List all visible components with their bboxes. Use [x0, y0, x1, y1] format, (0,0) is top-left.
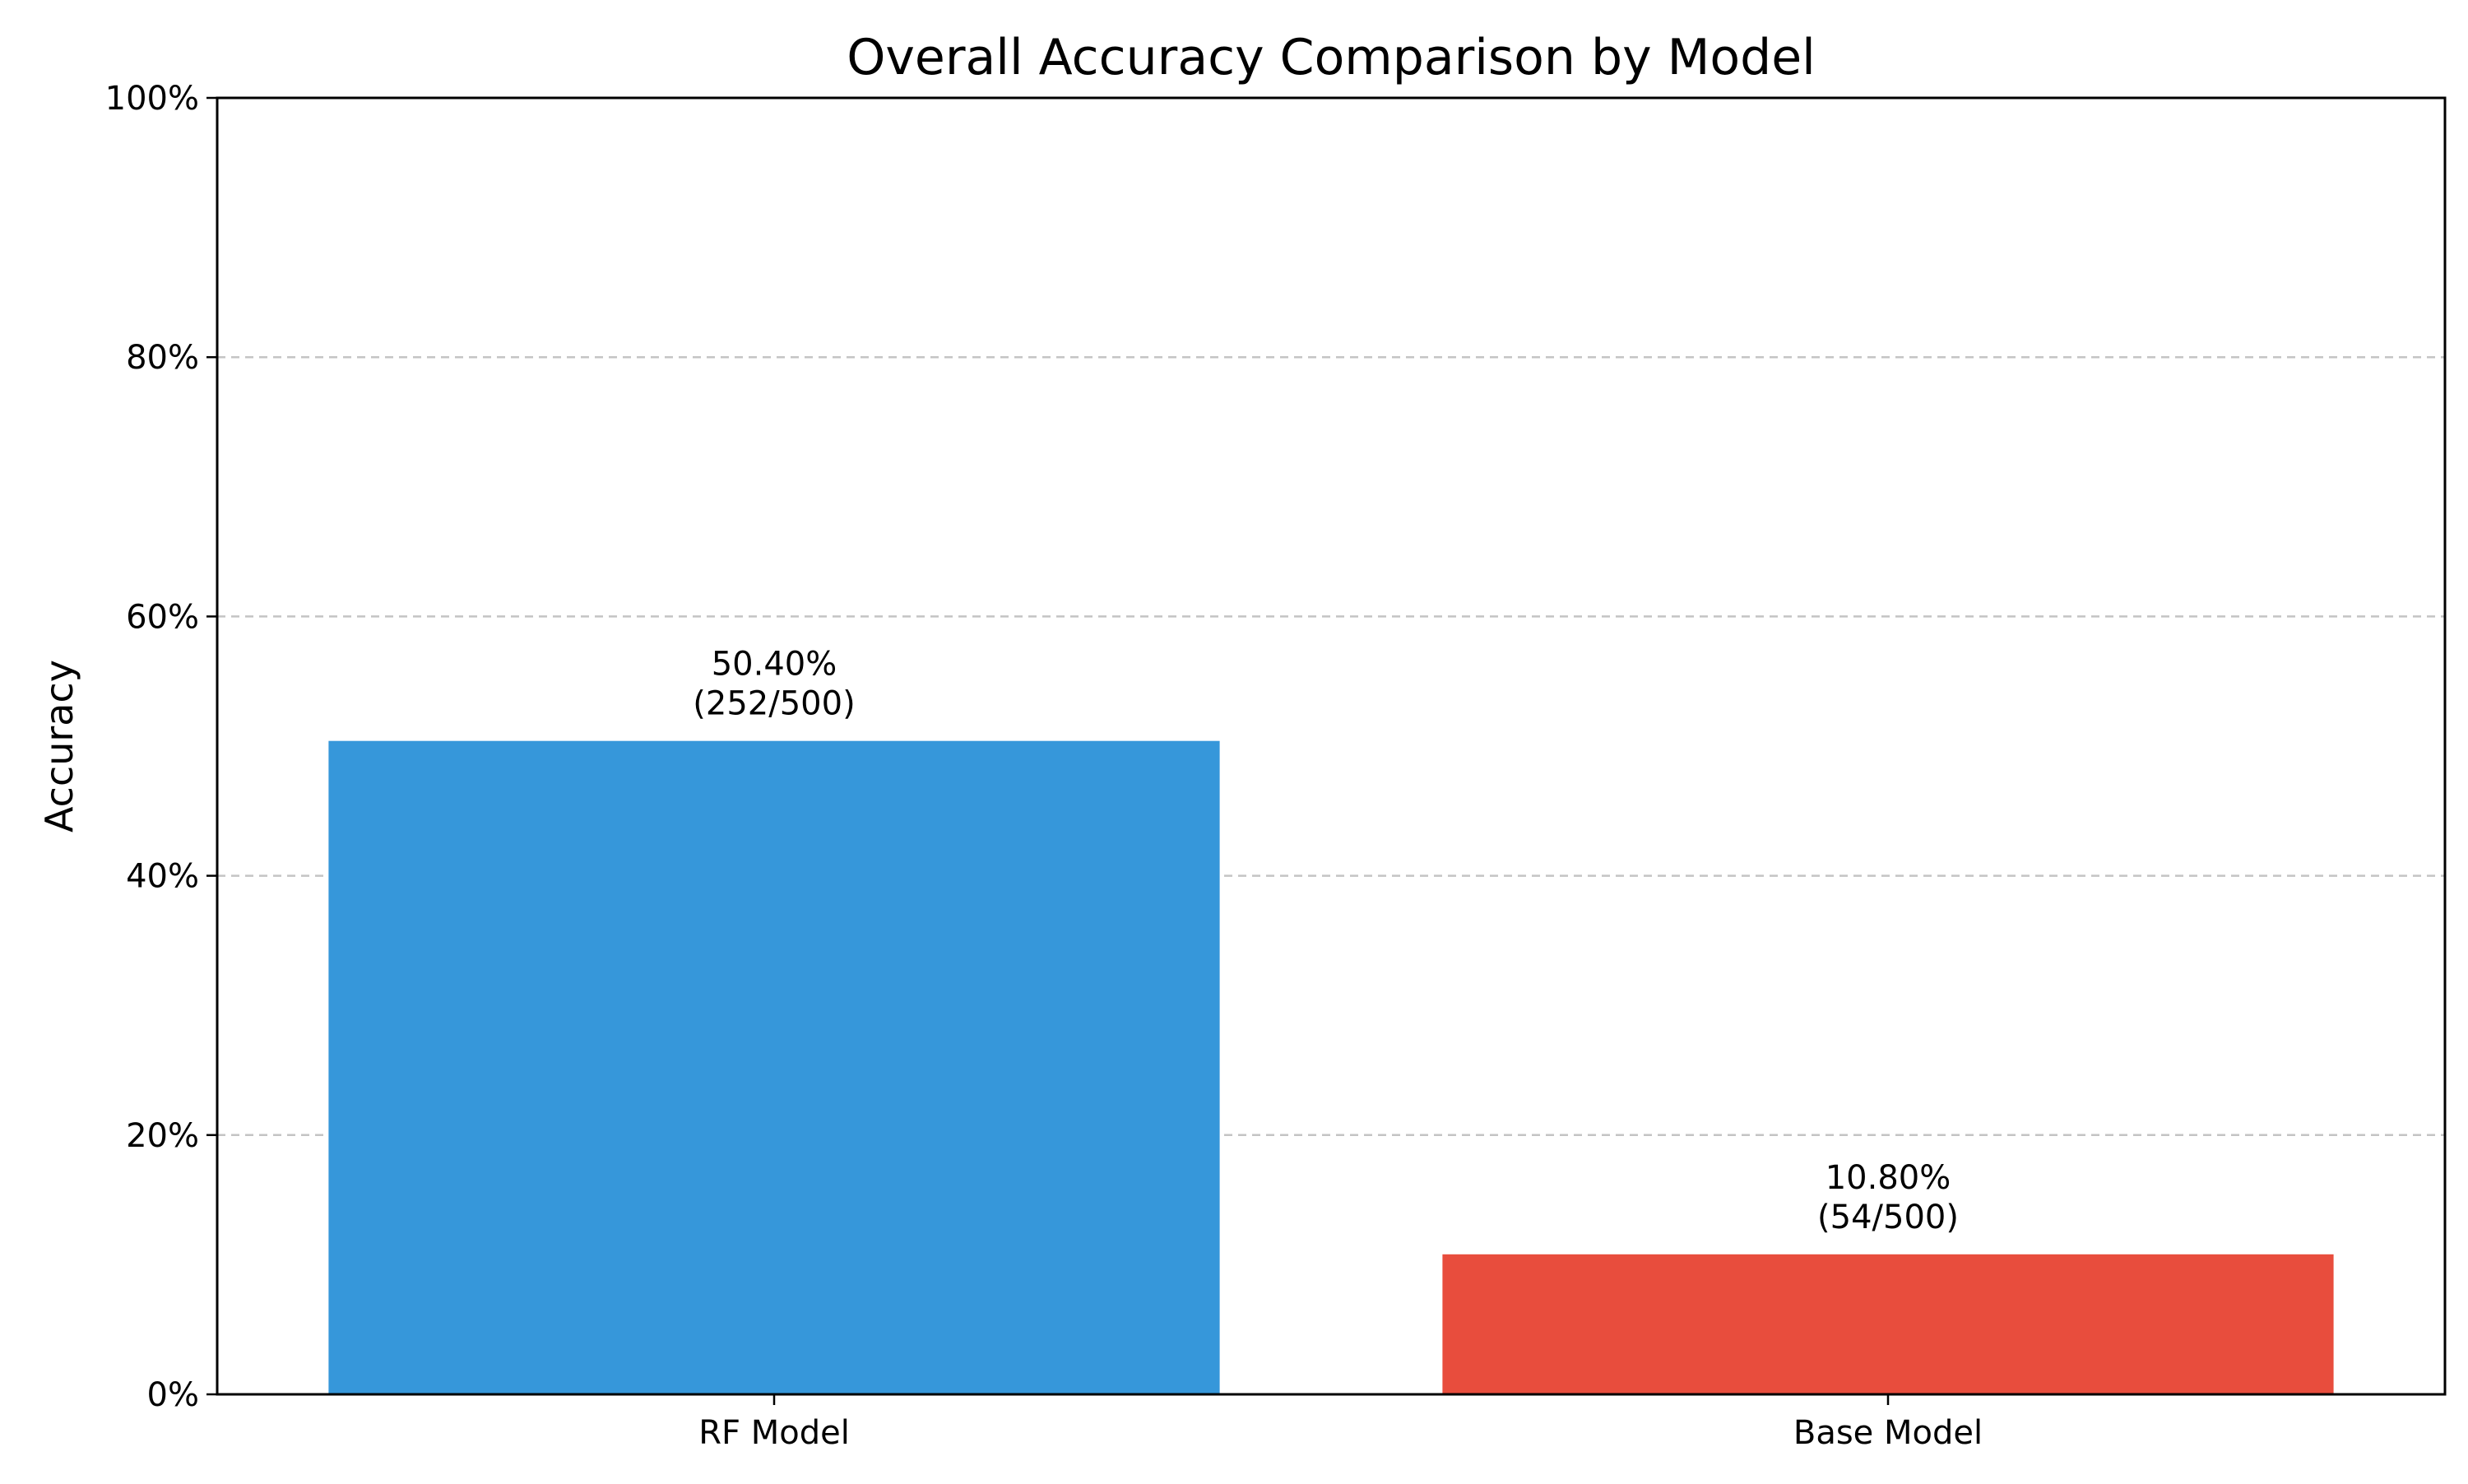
y-axis-label: Accuracy [37, 660, 81, 832]
bars [328, 740, 2334, 1394]
y-tick-label: 20% [126, 1117, 199, 1155]
plot-frame [216, 96, 2447, 1396]
bar-value-label: 10.80% [1825, 1159, 1951, 1197]
bar-count-label: (252/500) [693, 685, 855, 723]
y-tick-label: 40% [126, 858, 199, 896]
bar-data-labels: 50.40%(252/500) 10.80%(54/500) [693, 646, 1959, 1236]
bar-base-model [1442, 1254, 2334, 1394]
y-tick-label: 80% [126, 339, 199, 377]
x-tick-label: Base Model [1793, 1414, 1983, 1452]
x-tick-label: RF Model [698, 1414, 850, 1452]
y-tick-label: 100% [105, 80, 199, 118]
y-axis-ticks: 0% 20% 40% 60% 80% 100% [105, 80, 217, 1414]
chart-title: Overall Accuracy Comparison by Model [847, 29, 1816, 86]
x-axis-ticks: RF Model Base Model [698, 1394, 1983, 1452]
bar-value-label: 50.40% [712, 646, 837, 684]
bar-rf-model [328, 740, 1220, 1394]
y-tick-label: 0% [147, 1376, 199, 1414]
bar-count-label: (54/500) [1817, 1199, 1959, 1236]
y-tick-label: 60% [126, 598, 199, 636]
